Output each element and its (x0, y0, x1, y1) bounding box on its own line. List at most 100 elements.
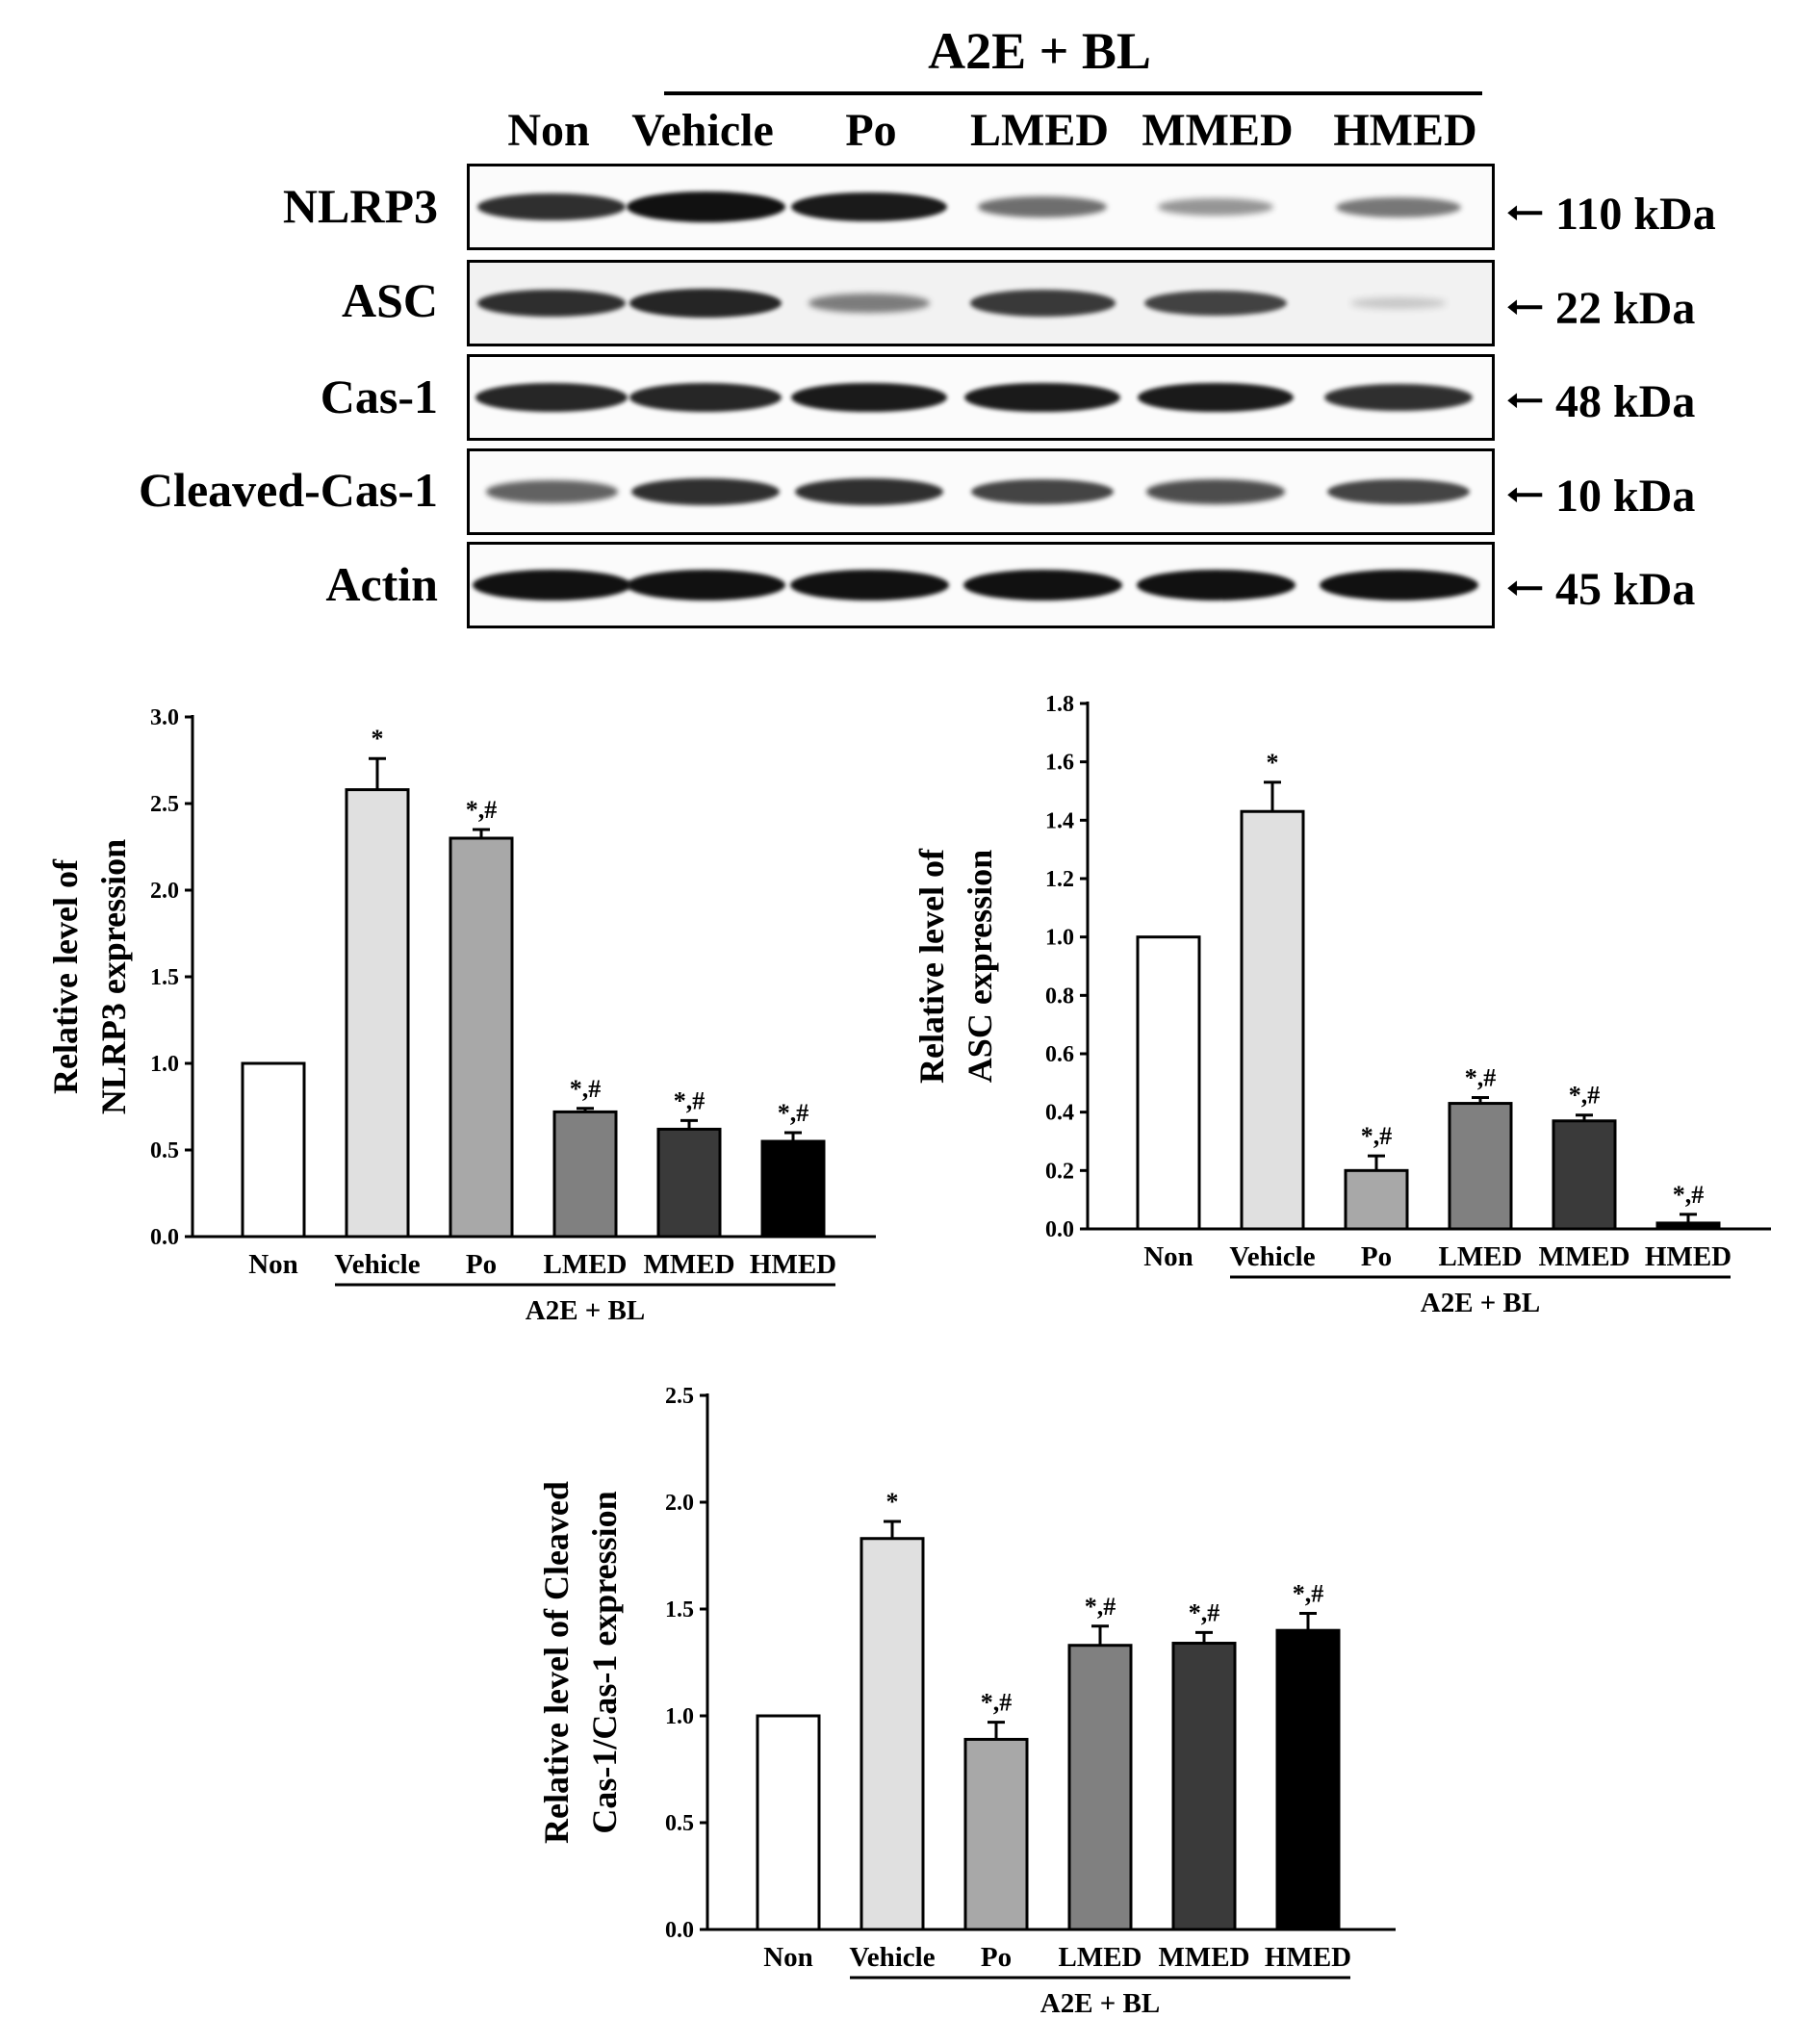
chart-cleaved-cas1-ratio: 0.0 0.5 1.0 1.5 2.0 2.5 Relative level of Clea… (537, 1384, 1396, 2019)
kda-marker-cas1: 🠀 48 kDa (1506, 376, 1696, 427)
lane-label-vehicle: Vehicle (631, 105, 774, 156)
blot-band (1136, 570, 1296, 600)
blot-band (1144, 290, 1287, 317)
blot-band (962, 570, 1122, 600)
y-tick-label: 1.6 (1045, 751, 1074, 776)
blot-band (1158, 198, 1273, 216)
y-axis-label: NLRP3 expression (94, 839, 133, 1114)
blot-band (629, 383, 782, 412)
significance-label: *,# (981, 1689, 1013, 1717)
y-tick-label: 1.4 (1045, 808, 1074, 833)
y-tick-label: 0.5 (665, 1811, 694, 1836)
blot-band (475, 383, 628, 412)
blot-band (630, 477, 781, 506)
significance-label: *,# (1673, 1181, 1705, 1209)
blot-band (1146, 479, 1285, 504)
blot-panel-nlrp3 (467, 164, 1495, 250)
treatment-header: A2E + BL (928, 22, 1151, 80)
x-tick-label: HMED (1645, 1241, 1732, 1272)
blot-band (629, 289, 782, 318)
y-tick-label: 0.5 (150, 1138, 179, 1163)
blot-band (626, 192, 785, 222)
kda-marker-cleaved-cas1: 🠀 10 kDa (1506, 471, 1696, 522)
blot-panel-asc (467, 260, 1495, 346)
blot-band (476, 192, 627, 221)
significance-label: * (1267, 749, 1279, 777)
blot-band (964, 382, 1120, 413)
blot-row-label-cleaved-cas1: Cleaved-Cas-1 (138, 463, 438, 517)
arrow-left-icon: 🠀 (1506, 189, 1544, 240)
lane-label-mmed: MMED (1142, 105, 1294, 156)
x-tick-label: MMED (643, 1249, 734, 1280)
blot-panel-cas1 (467, 354, 1495, 441)
bar (1448, 1102, 1513, 1231)
significance-label: * (372, 725, 384, 753)
bar (449, 836, 514, 1239)
bar (963, 1737, 1029, 1931)
blot-band (1138, 382, 1294, 413)
x-tick-label: Po (466, 1249, 497, 1280)
blot-row-label-nlrp3: NLRP3 (282, 179, 438, 233)
bar (1171, 1642, 1237, 1931)
blot-band (791, 192, 947, 222)
chart-asc-expression: 0.0 0.2 0.4 0.6 0.8 1.0 1.2 1.4 1.6 1.8 Relative l… (912, 692, 1771, 1318)
x-tick-label: Non (248, 1249, 298, 1280)
y-tick-label: 0.0 (150, 1225, 179, 1250)
kda-marker-actin: 🠀 45 kDa (1506, 564, 1696, 615)
y-axis-label: Relative level of (46, 858, 85, 1094)
significance-label: *,# (1465, 1064, 1497, 1092)
bar (552, 1110, 618, 1239)
group-label: A2E + BL (526, 1295, 646, 1326)
x-tick-label: Non (1143, 1241, 1193, 1272)
chart-nlrp3-expression: 0.0 0.5 1.0 1.5 2.0 2.5 3.0 Relative level of NL… (46, 705, 876, 1326)
y-tick-label: 1.5 (665, 1597, 694, 1622)
blot-band (626, 570, 785, 600)
blot-band (1327, 478, 1470, 505)
x-tick-label: Po (1361, 1241, 1392, 1272)
x-tick-label: MMED (1538, 1241, 1629, 1272)
y-tick-label: 1.0 (665, 1704, 694, 1729)
blot-panel-cleaved-cas1 (467, 448, 1495, 535)
y-tick-label: 0.6 (1045, 1042, 1074, 1067)
arrow-left-icon: 🠀 (1506, 376, 1544, 427)
y-tick-label: 1.8 (1045, 692, 1074, 717)
y-tick-label: 0.0 (1045, 1217, 1074, 1242)
x-tick-label: Vehicle (1229, 1241, 1315, 1272)
blot-row-label-cas1: Cas-1 (320, 370, 438, 423)
group-label: A2E + BL (1421, 1288, 1541, 1318)
blot-band (808, 294, 931, 313)
significance-label: *,# (466, 796, 498, 824)
x-tick-label: LMED (1439, 1241, 1523, 1272)
bar (241, 1061, 306, 1239)
significance-label: *,# (1569, 1082, 1601, 1110)
x-tick-label: Non (763, 1942, 813, 1973)
bar (1552, 1119, 1617, 1231)
blot-band (794, 477, 944, 506)
lane-label-lmed: LMED (970, 105, 1109, 156)
arrow-left-icon: 🠀 (1506, 471, 1544, 522)
blot-band (485, 480, 618, 503)
arrow-left-icon: 🠀 (1506, 283, 1544, 334)
y-tick-label: 0.8 (1045, 984, 1074, 1009)
y-tick-label: 3.0 (150, 705, 179, 730)
blot-band (1336, 196, 1461, 217)
western-blot-figure: A2E + BL Non Vehicle Po LMED MMED HMED N… (0, 0, 1796, 654)
x-tick-label: Vehicle (334, 1249, 420, 1280)
blot-panel-actin (467, 542, 1495, 628)
blot-row-label-actin: Actin (325, 557, 438, 611)
y-tick-label: 1.5 (150, 965, 179, 990)
significance-label: *,# (1293, 1579, 1324, 1607)
blot-band (476, 289, 627, 318)
lane-label-po: Po (845, 105, 897, 156)
significance-label: *,# (1189, 1598, 1220, 1626)
arrow-left-icon: 🠀 (1506, 564, 1544, 615)
treatment-header-line (664, 91, 1482, 95)
y-tick-label: 0.4 (1045, 1101, 1074, 1126)
blot-band (789, 570, 949, 600)
significance-label: *,# (1085, 1593, 1116, 1621)
blot-band (1319, 570, 1478, 600)
bar (1344, 1168, 1409, 1231)
bar (860, 1537, 925, 1931)
group-label: A2E + BL (1040, 1988, 1161, 2019)
significance-label: *,# (778, 1099, 809, 1127)
